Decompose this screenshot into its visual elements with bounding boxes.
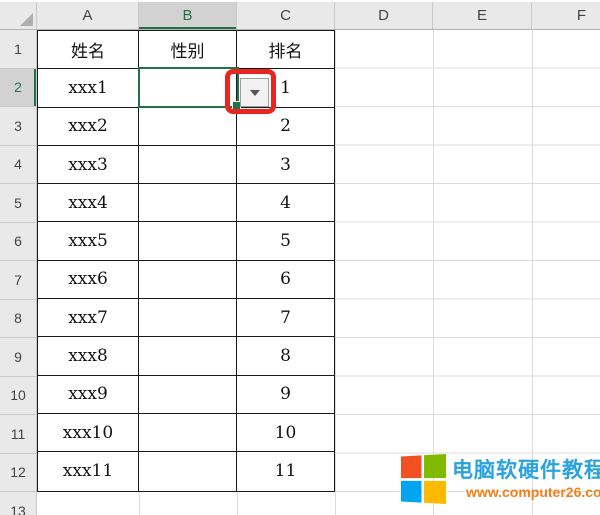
- table-row: xxx10 10: [38, 413, 334, 453]
- row-header-8[interactable]: 8: [0, 299, 37, 338]
- row-header-10[interactable]: 10: [0, 376, 37, 415]
- select-all-corner[interactable]: [0, 2, 37, 29]
- cell-A12[interactable]: xxx11: [38, 452, 139, 491]
- logo-pane-top-right: [423, 454, 446, 478]
- cell-B3[interactable]: [139, 107, 237, 146]
- cell-B12[interactable]: [139, 452, 237, 491]
- cell-A6[interactable]: xxx5: [38, 222, 139, 261]
- row-header-4[interactable]: 4: [0, 145, 37, 184]
- row-header-7[interactable]: 7: [0, 261, 37, 300]
- row-header-9[interactable]: 9: [0, 338, 37, 377]
- table-row: xxx9 9: [38, 375, 334, 414]
- cell-C1[interactable]: 排名: [237, 31, 334, 70]
- cell-B11[interactable]: [139, 413, 237, 453]
- cell-C9[interactable]: 8: [237, 337, 334, 376]
- windows-logo-icon: [400, 454, 446, 504]
- cell-C8[interactable]: 7: [237, 299, 334, 338]
- row-header-3[interactable]: 3: [0, 107, 37, 146]
- cell-A1[interactable]: 姓名: [38, 31, 139, 70]
- table-row: xxx3 3: [38, 145, 334, 185]
- cell-C10[interactable]: 9: [237, 376, 334, 414]
- cell-B5[interactable]: [139, 184, 237, 223]
- logo-pane-top-left: [400, 455, 422, 478]
- cell-B6[interactable]: [139, 222, 237, 261]
- table-row: xxx4 4: [38, 184, 334, 223]
- table-row: xxx6 6: [38, 260, 334, 300]
- row-header-2[interactable]: 2: [0, 68, 37, 107]
- watermark-site-url: www.computer26.com: [465, 483, 600, 500]
- table-row: xxx2 2: [38, 107, 334, 146]
- watermark: 电脑软硬件教程网 www.computer26.com: [394, 454, 600, 504]
- row-header-11[interactable]: 11: [0, 415, 37, 454]
- row-header-5[interactable]: 5: [0, 184, 37, 223]
- cell-C5[interactable]: 4: [237, 184, 334, 223]
- cell-A3[interactable]: xxx2: [38, 107, 139, 146]
- column-header-row: A B C D E F: [0, 0, 600, 30]
- table-row: xxx7 7: [38, 299, 334, 338]
- table-row: xxx8 8: [38, 337, 334, 376]
- dropdown-arrow-icon: [249, 89, 260, 96]
- cell-A4[interactable]: xxx3: [38, 145, 139, 185]
- cell-C7[interactable]: 6: [237, 261, 334, 300]
- cell-B9[interactable]: [139, 337, 237, 376]
- cell-B2[interactable]: [139, 69, 237, 108]
- watermark-site-name: 电脑软硬件教程网: [452, 458, 600, 482]
- cell-B1[interactable]: 性别: [139, 31, 237, 70]
- data-table: 姓名 性别 排名 xxx1 1 xxx2 2 xxx3 3 xxx4 4 xxx…: [37, 30, 335, 492]
- logo-pane-bottom-right: [423, 480, 446, 504]
- col-header-F[interactable]: F: [532, 2, 600, 29]
- row-header-1[interactable]: 1: [0, 30, 37, 69]
- cell-B8[interactable]: [139, 299, 237, 338]
- table-row: xxx5 5: [38, 222, 334, 261]
- table-row: xxx1 1: [38, 69, 334, 108]
- row-header-6[interactable]: 6: [0, 222, 37, 261]
- row-header-column: 1 2 3 4 5 6 7 8 9 10 11 12 13: [0, 30, 37, 515]
- cell-C3[interactable]: 2: [237, 108, 334, 146]
- cell-A9[interactable]: xxx8: [38, 337, 139, 376]
- cell-B7[interactable]: [139, 260, 237, 300]
- col-header-E[interactable]: E: [433, 2, 532, 29]
- cell-A5[interactable]: xxx4: [38, 184, 139, 223]
- cell-C12[interactable]: 11: [274, 461, 297, 482]
- select-all-triangle-icon: [20, 13, 33, 26]
- logo-pane-bottom-left: [400, 480, 422, 503]
- col-header-D[interactable]: D: [335, 2, 433, 29]
- cell-C11[interactable]: 10: [237, 414, 334, 453]
- cell-A2[interactable]: xxx1: [38, 69, 139, 108]
- cell-A10[interactable]: xxx9: [38, 375, 139, 414]
- cell-C4[interactable]: 3: [237, 146, 334, 185]
- watermark-text: 电脑软硬件教程网 www.computer26.com: [452, 458, 600, 501]
- cell-B4[interactable]: [139, 145, 237, 185]
- cell-C6[interactable]: 5: [237, 222, 334, 261]
- cell-A7[interactable]: xxx6: [38, 260, 139, 300]
- col-header-B[interactable]: B: [139, 2, 237, 29]
- cell-A8[interactable]: xxx7: [38, 299, 139, 338]
- table-row: 姓名 性别 排名: [38, 31, 334, 70]
- cell-B10[interactable]: [139, 375, 237, 414]
- col-header-C[interactable]: C: [237, 2, 335, 29]
- row-header-12[interactable]: 12: [0, 453, 37, 492]
- validation-dropdown-button[interactable]: [240, 78, 269, 107]
- table-row: xxx11 11: [38, 452, 334, 491]
- cell-A11[interactable]: xxx10: [38, 413, 139, 453]
- col-header-A[interactable]: A: [37, 2, 139, 29]
- row-header-13[interactable]: 13: [0, 492, 37, 515]
